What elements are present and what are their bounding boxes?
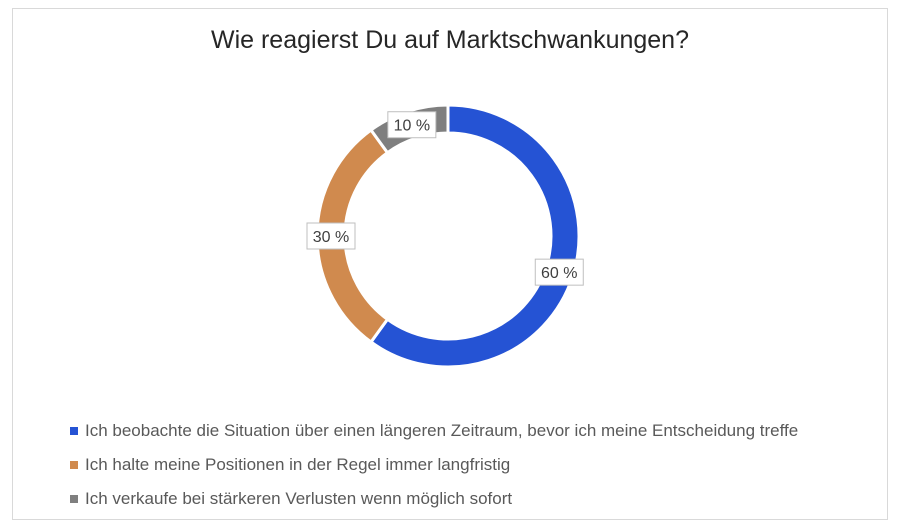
donut-slice [368,103,581,369]
legend-item: Ich verkaufe bei stärkeren Verlusten wen… [70,482,798,516]
data-label-box [534,258,584,286]
chart-title: Wie reagierst Du auf Marktschwankungen? [210,26,689,54]
legend-label: Ich halte meine Positionen in der Regel … [85,455,511,474]
legend: Ich beobachte die Situation über einen l… [70,414,798,516]
legend-label: Ich beobachte die Situation über einen l… [85,421,799,440]
legend-swatch [70,427,78,435]
legend-swatch [70,461,78,469]
data-label: 30 % [306,222,356,250]
data-label-text: 30 % [313,229,349,246]
legend-swatch [70,495,78,503]
data-label-text: 60 % [541,265,577,282]
legend-item: Ich beobachte die Situation über einen l… [70,414,798,448]
legend-label: Ich verkaufe bei stärkeren Verlusten wen… [85,489,513,508]
data-label-box [306,222,356,250]
legend-item: Ich halte meine Positionen in der Regel … [70,448,798,482]
data-label-text: 10 % [394,118,430,135]
data-label: 10 % [387,111,437,139]
data-label: 60 % [534,258,584,286]
data-label-box [387,111,437,139]
chart-frame [12,8,888,520]
